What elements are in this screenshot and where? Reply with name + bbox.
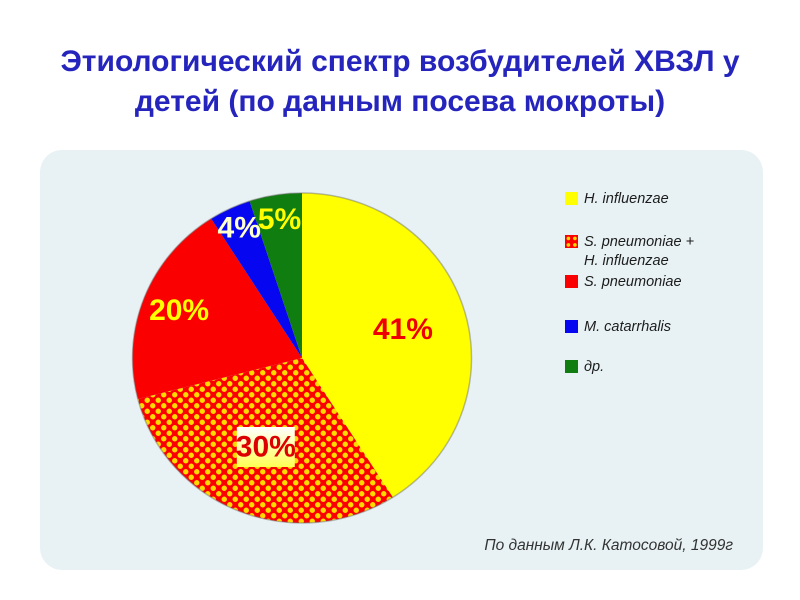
slide-title: Этиологический спектр возбудителей ХВЗЛ … bbox=[60, 45, 740, 118]
legend-label: S. pneumoniae + H. influenzae bbox=[584, 234, 695, 269]
legend-label: S. pneumoniae bbox=[584, 274, 682, 290]
source-note: По данным Л.К. Катосовой, 1999г bbox=[484, 537, 733, 554]
legend-swatch bbox=[565, 235, 578, 248]
legend-label: M. catarrhalis bbox=[584, 319, 672, 335]
legend-item-h-influenzae: H. influenzae bbox=[565, 190, 669, 209]
legend-item-s-pneumoniae-h-influenzae: S. pneumoniae + H. influenzae bbox=[565, 233, 694, 271]
pie-slices bbox=[131, 192, 473, 524]
legend-swatch bbox=[565, 320, 578, 333]
legend-swatch bbox=[565, 192, 578, 205]
slice-label-box bbox=[236, 427, 295, 467]
legend-item-s-pneumoniae: S. pneumoniae bbox=[565, 273, 682, 292]
legend-item-m-catarrhalis: M. catarrhalis bbox=[565, 318, 671, 337]
slice-label: 20% bbox=[149, 294, 209, 327]
pie-slice-3 bbox=[211, 201, 302, 358]
pie-outline bbox=[131, 192, 473, 524]
pie-slice-2 bbox=[132, 218, 302, 400]
legend-label: др. bbox=[584, 359, 605, 375]
slice-label: 4% bbox=[218, 212, 261, 245]
chart-panel: 41% 30% 20% 4% 5% H. influenzae S. pneumonia… bbox=[40, 150, 763, 570]
legend-swatch bbox=[565, 275, 578, 288]
slice-label: 30% bbox=[236, 431, 296, 464]
slice-label: 41% bbox=[373, 313, 433, 346]
pie-slice-labels: 41% 30% 20% 4%5% bbox=[149, 203, 433, 467]
legend-item-other: др. bbox=[565, 358, 604, 377]
pie-chart: 41% 30% 20% 4%5% bbox=[131, 192, 473, 524]
legend-swatch bbox=[565, 360, 578, 373]
pie-slice-0 bbox=[302, 193, 472, 498]
slice-label: 5% bbox=[258, 203, 301, 236]
chart-legend: H. influenzae S. pneumoniae + H. influen… bbox=[565, 190, 760, 390]
pie-slice-4 bbox=[249, 193, 302, 358]
legend-label: H. influenzae bbox=[584, 191, 669, 207]
